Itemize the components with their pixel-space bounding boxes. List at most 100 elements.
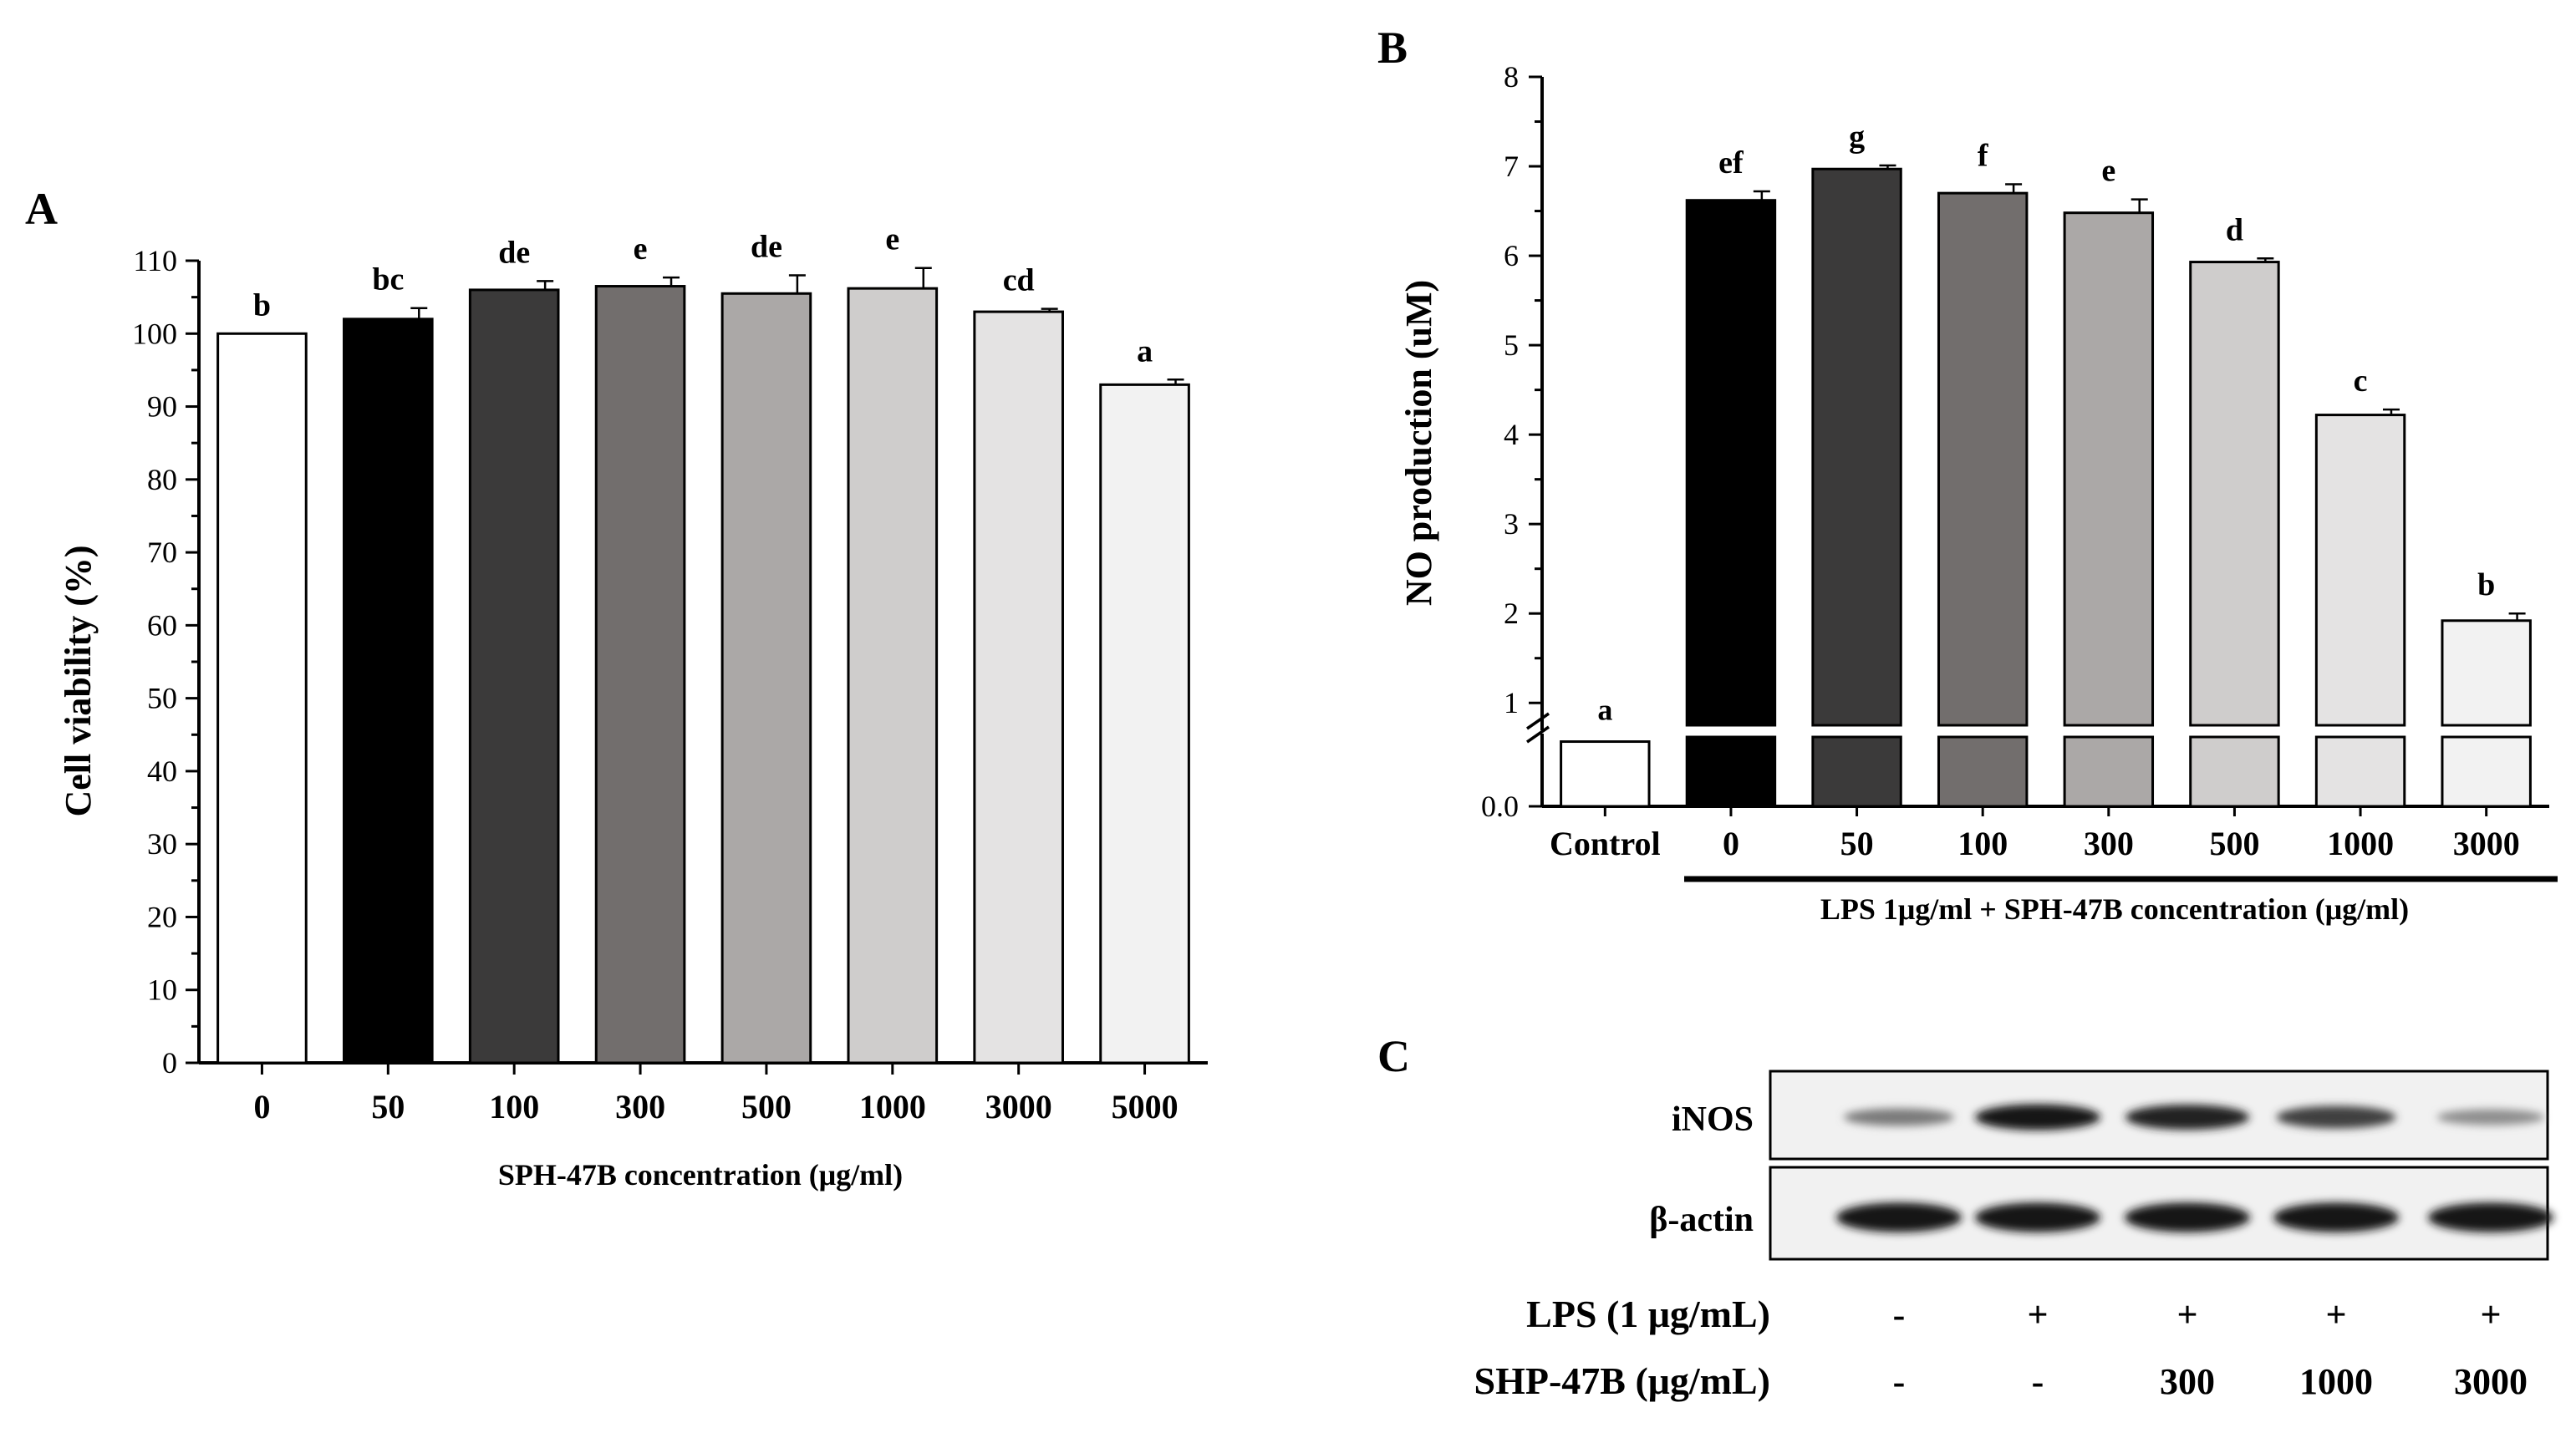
chart-a-xlabel: SPH-47B concentration (μg/ml)	[498, 1158, 903, 1192]
condition-value: +	[2480, 1294, 2501, 1335]
bar-lower-segment	[1937, 735, 2029, 808]
condition-value: -	[1893, 1294, 1906, 1335]
significance-letter: f	[1978, 138, 1989, 173]
bar	[1685, 199, 1777, 727]
y-tick-label: 20	[147, 900, 177, 933]
x-tick-label: 0	[253, 1088, 270, 1126]
blot-band	[1974, 1104, 2101, 1131]
significance-letter: c	[2354, 363, 2368, 399]
condition-value: 3000	[2454, 1361, 2528, 1402]
panel-label-b: B	[1377, 23, 1408, 73]
bar-lower-segment	[2063, 735, 2155, 808]
y-tick-label: 3	[1504, 507, 1519, 541]
condition-value: +	[2176, 1294, 2197, 1335]
y-tick-label: 50	[147, 682, 177, 715]
significance-letter: de	[498, 235, 530, 270]
y-tick-label: 100	[132, 317, 177, 350]
significance-letter: e	[885, 222, 899, 257]
y-tick-label: 90	[147, 390, 177, 424]
bar	[720, 292, 812, 1065]
panel-label-a: A	[25, 184, 58, 234]
x-tick-label: 3000	[2453, 825, 2520, 862]
chart-b-ylabel: NO production (uM)	[1398, 280, 1439, 606]
condition-label: SHP-47B (μg/mL)	[1474, 1359, 1770, 1402]
condition-value: 300	[2160, 1361, 2215, 1402]
y-tick-label: 1	[1504, 686, 1519, 719]
x-tick-label: 3000	[985, 1088, 1052, 1126]
blot-band	[2436, 1109, 2545, 1126]
x-tick-label: 300	[2084, 825, 2134, 862]
bar-lower-segment	[2314, 735, 2406, 808]
y-tick-label: 0.0	[1481, 790, 1519, 823]
axis-break-mark	[1526, 712, 1550, 730]
blot-band	[2427, 1202, 2554, 1232]
y-tick-label: 5	[1504, 328, 1519, 362]
x-tick-label: 1000	[859, 1088, 926, 1126]
chart-a: 0 10 20 30 40 50 60 70 80 90 100 110 b 0 bc 50 de 100 e 300…	[132, 222, 1208, 1126]
x-tick-label: 500	[2209, 825, 2259, 862]
y-tick-label: 6	[1504, 239, 1519, 272]
condition-value: -	[1893, 1361, 1906, 1402]
y-tick-label: 30	[147, 827, 177, 861]
condition-value: +	[2325, 1294, 2346, 1335]
condition-value: 1000	[2299, 1361, 2373, 1402]
bar	[2441, 619, 2532, 727]
bar	[2314, 414, 2406, 727]
bar	[343, 318, 434, 1065]
condition-label: LPS (1 μg/mL)	[1526, 1293, 1770, 1335]
blot-row-label: β-actin	[1649, 1201, 1754, 1239]
bar	[847, 287, 939, 1065]
bar	[2063, 211, 2155, 727]
condition-value: +	[2027, 1294, 2048, 1335]
significance-letter: b	[2477, 567, 2495, 602]
x-tick-label: 100	[1957, 825, 2008, 862]
blot-band	[1974, 1202, 2101, 1232]
y-tick-label: 4	[1504, 418, 1519, 451]
x-tick-label: 50	[1840, 825, 1874, 862]
significance-letter: a	[1597, 694, 1612, 727]
chart-b-xlabel: LPS 1μg/ml + SPH-47B concentration (μg/m…	[1820, 892, 2409, 926]
y-tick-label: 0	[162, 1046, 177, 1080]
y-tick-label: 7	[1504, 150, 1519, 183]
blot-band	[1843, 1108, 1955, 1126]
y-tick-label: 40	[147, 755, 177, 788]
western-blot: iNOS β-actin LPS (1 μg/mL) - + + + + SHP-47B (μg…	[1474, 1070, 2554, 1402]
y-tick-label: 60	[147, 608, 177, 642]
x-tick-label: 50	[371, 1088, 405, 1126]
x-tick-label: Control	[1550, 825, 1661, 862]
y-tick-label: 2	[1504, 597, 1519, 630]
panel-label-c: C	[1377, 1031, 1410, 1081]
bar	[468, 288, 560, 1065]
condition-value: -	[2032, 1361, 2044, 1402]
bar	[1560, 740, 1651, 808]
y-tick-label: 110	[133, 244, 177, 277]
significance-letter: ef	[1718, 145, 1744, 180]
y-tick-label: 10	[147, 973, 177, 1007]
bar-lower-segment	[1811, 735, 1902, 808]
bar	[2189, 261, 2280, 727]
significance-letter: e	[634, 231, 648, 267]
bar-lower-segment	[2189, 735, 2280, 808]
bar	[1099, 383, 1190, 1065]
x-tick-label: 0	[1723, 825, 1739, 862]
y-tick-label: 70	[147, 536, 177, 569]
significance-letter: b	[253, 287, 271, 323]
blot-band	[2273, 1202, 2400, 1232]
significance-letter: e	[2101, 154, 2115, 189]
chart-b: 0.0 1 2 3 4 5 6 7 8 a Control ef 0 g 50 f 100 e 300 d 500 c 10…	[1481, 60, 2549, 862]
significance-letter: g	[1849, 119, 1865, 155]
significance-letter: bc	[372, 262, 404, 297]
bar-lower-segment	[2441, 735, 2532, 808]
significance-letter: cd	[1003, 263, 1035, 298]
x-tick-label: 100	[489, 1088, 539, 1126]
x-tick-label: 5000	[1112, 1088, 1179, 1126]
bar	[1811, 167, 1902, 727]
axis-break-mark	[1526, 725, 1550, 744]
blot-band	[2276, 1105, 2396, 1129]
y-tick-label: 8	[1504, 60, 1519, 94]
y-tick-label: 80	[147, 463, 177, 496]
blot-row-label: iNOS	[1672, 1100, 1754, 1139]
bar	[973, 310, 1064, 1065]
x-tick-label: 1000	[2327, 825, 2394, 862]
